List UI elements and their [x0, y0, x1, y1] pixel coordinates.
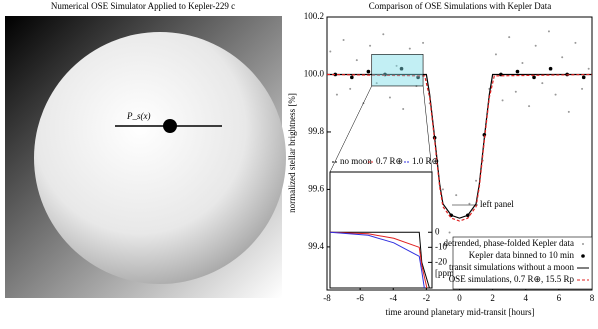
inset-line	[330, 231, 430, 289]
binned-point	[366, 69, 371, 74]
binned-point	[548, 66, 553, 71]
data-point	[567, 110, 570, 113]
x-tick-label: 4	[524, 293, 529, 303]
binned-point	[532, 75, 536, 80]
data-point	[521, 61, 524, 64]
data-point	[574, 41, 577, 44]
data-point	[501, 99, 504, 102]
legend-label: Kepler data binned to 10 min	[469, 250, 575, 260]
y-axis-label: normalized stellar brightness [%]	[287, 93, 297, 213]
inset-tick-label: 0	[435, 226, 440, 236]
star	[34, 32, 286, 284]
x-tick-label: -8	[323, 293, 331, 303]
data-point	[508, 36, 511, 39]
x-tick-label: 2	[490, 293, 495, 303]
y-tick-label: 99.8	[308, 126, 324, 136]
data-point	[561, 56, 564, 59]
data-point	[534, 44, 537, 47]
legend-swatch	[581, 254, 585, 258]
x-axis-label: time around planetary mid-transit [hours…	[386, 307, 535, 317]
binned-point	[581, 75, 586, 80]
data-point	[494, 53, 497, 56]
planet	[163, 119, 177, 133]
chart-title: Comparison of OSE Simulations with Keple…	[369, 1, 551, 11]
left-title: Numerical OSE Simulator Applied to Keple…	[51, 1, 235, 11]
data-point	[455, 194, 458, 197]
inset-tick-label: -20	[435, 256, 447, 266]
x-tick-label: -4	[390, 293, 398, 303]
inset-frame	[329, 171, 433, 289]
data-point	[468, 202, 471, 205]
x-tick-label: 8	[590, 293, 595, 303]
inset-unit: [ppm]	[435, 268, 457, 278]
data-point	[395, 64, 398, 67]
inset-legend-label: no moon	[340, 156, 372, 166]
data-point	[448, 231, 451, 234]
legend-label: transit simulations without a moon	[449, 262, 574, 272]
data-point	[369, 44, 372, 47]
data-point	[547, 30, 550, 33]
model-line	[326, 73, 593, 222]
inset-tick-label: -10	[435, 241, 447, 251]
data-point	[587, 67, 590, 70]
planet-label: P_s(x)	[126, 111, 151, 121]
legend-swatch	[582, 243, 584, 245]
y-tick-label: 100.2	[304, 11, 324, 21]
x-tick-label: -6	[356, 293, 364, 303]
y-tick-label: 99.6	[308, 183, 324, 193]
data-point	[541, 82, 544, 85]
inset-line	[329, 231, 425, 289]
data-point	[554, 93, 557, 96]
legend-box	[452, 236, 593, 290]
data-point	[581, 87, 584, 90]
data-point	[528, 105, 531, 108]
zoom-box	[371, 54, 424, 87]
data-point	[355, 59, 358, 62]
data-point	[329, 50, 332, 53]
legend-label: OSE simulations, 0.7 R⊕, 15.5 Rp	[449, 274, 575, 284]
inset-line	[329, 231, 428, 289]
y-tick-label: 100.0	[304, 69, 325, 79]
data-point	[422, 41, 425, 44]
data-point	[408, 47, 411, 50]
data-point	[441, 188, 444, 191]
inset-legend-label: 0.7 R⊕	[376, 156, 403, 166]
x-tick-label: -2	[423, 293, 431, 303]
data-point	[388, 96, 391, 99]
data-point	[335, 93, 338, 96]
zoom-connector	[329, 85, 372, 173]
data-point	[402, 107, 405, 110]
x-tick-label: 6	[557, 293, 562, 303]
x-tick-label: 0	[457, 293, 462, 303]
y-tick-label: 99.4	[308, 241, 324, 251]
data-point	[514, 90, 517, 93]
data-point	[349, 87, 352, 90]
binned-point	[399, 66, 404, 71]
data-point	[475, 179, 478, 182]
zoom-connector	[422, 85, 433, 173]
data-point	[342, 38, 345, 41]
inset-legend-label: 1.0 R⊕	[412, 156, 439, 166]
legend-label: detrended, phase-folded Kepler data	[444, 238, 574, 248]
binned-point	[515, 69, 520, 74]
annotation: left panel	[480, 199, 514, 209]
binned-point	[416, 75, 420, 80]
data-point	[375, 82, 378, 85]
binned-point	[350, 75, 354, 80]
data-point	[382, 33, 385, 36]
